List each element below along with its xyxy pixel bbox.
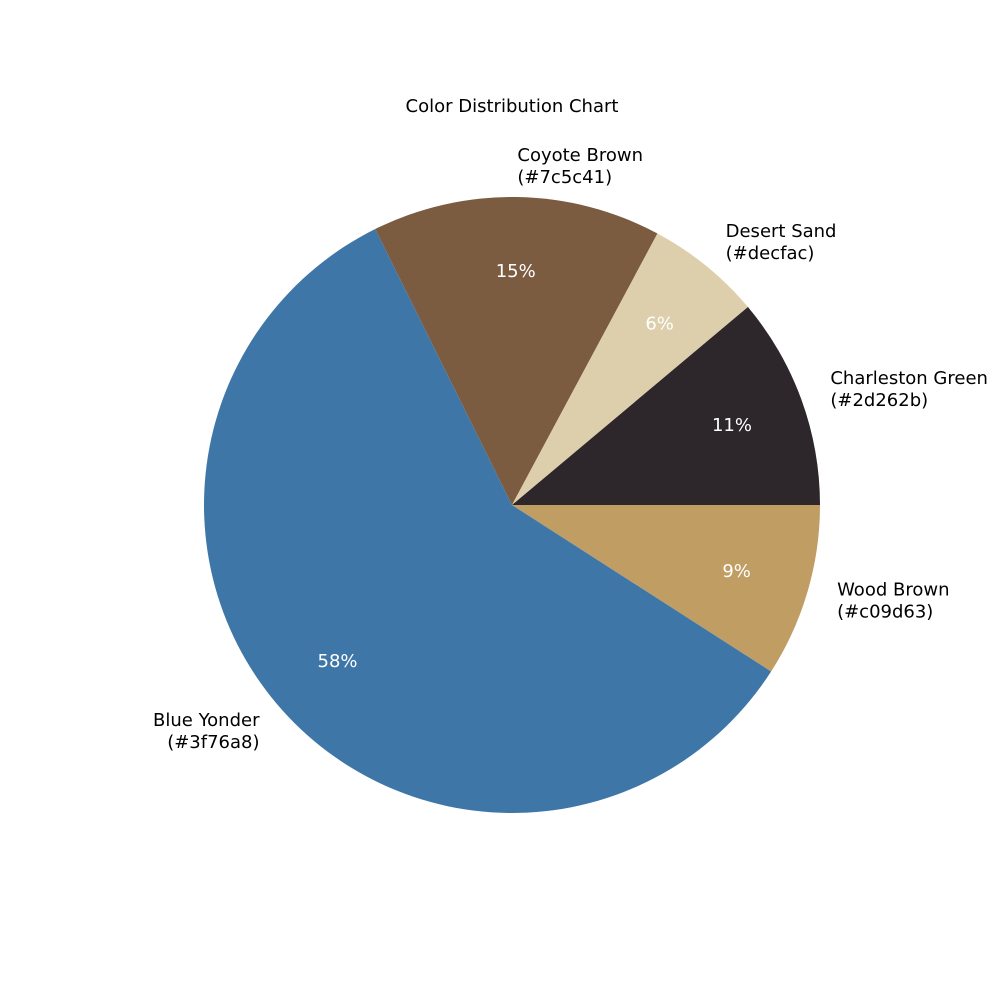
- slice-name: Charleston Green: [830, 368, 988, 389]
- pie-slice-charleston-green: [512, 307, 820, 505]
- slice-label-coyote-brown: Coyote Brown (#7c5c41): [517, 145, 643, 188]
- slice-label-blue-yonder: Blue Yonder (#3f76a8): [153, 710, 260, 753]
- slice-label-charleston-green: Charleston Green (#2d262b): [830, 368, 988, 411]
- pie-slice-coyote-brown: [375, 197, 658, 505]
- chart-title: Color Distribution Chart: [406, 96, 619, 117]
- pct-label-charleston-green: 11%: [712, 415, 752, 436]
- pct-label-desert-sand: 6%: [645, 313, 674, 334]
- pct-label-blue-yonder: 58%: [318, 651, 358, 672]
- slice-name: Blue Yonder: [153, 710, 260, 731]
- pct-label-wood-brown: 9%: [722, 561, 751, 582]
- slice-label-wood-brown: Wood Brown (#c09d63): [837, 579, 949, 622]
- slice-name: Desert Sand: [726, 221, 837, 242]
- slice-name: Coyote Brown: [517, 145, 643, 166]
- pie-slice-desert-sand: [512, 233, 748, 505]
- slice-label-desert-sand: Desert Sand (#decfac): [726, 221, 837, 264]
- slice-code: (#c09d63): [837, 601, 933, 622]
- pie-labels: 9% Wood Brown (#c09d63) 58% Blue Yonder (#3f7…: [153, 145, 988, 753]
- slice-code: (#3f76a8): [167, 732, 259, 753]
- slice-code: (#7c5c41): [517, 167, 612, 188]
- pie-slices: [204, 197, 820, 813]
- slice-code: (#2d262b): [830, 390, 928, 411]
- pct-label-coyote-brown: 15%: [496, 261, 536, 282]
- pie-slice-blue-yonder: [204, 229, 772, 813]
- slice-code: (#decfac): [726, 243, 815, 264]
- pie-slice-wood-brown: [512, 505, 820, 672]
- slice-name: Wood Brown: [837, 579, 949, 600]
